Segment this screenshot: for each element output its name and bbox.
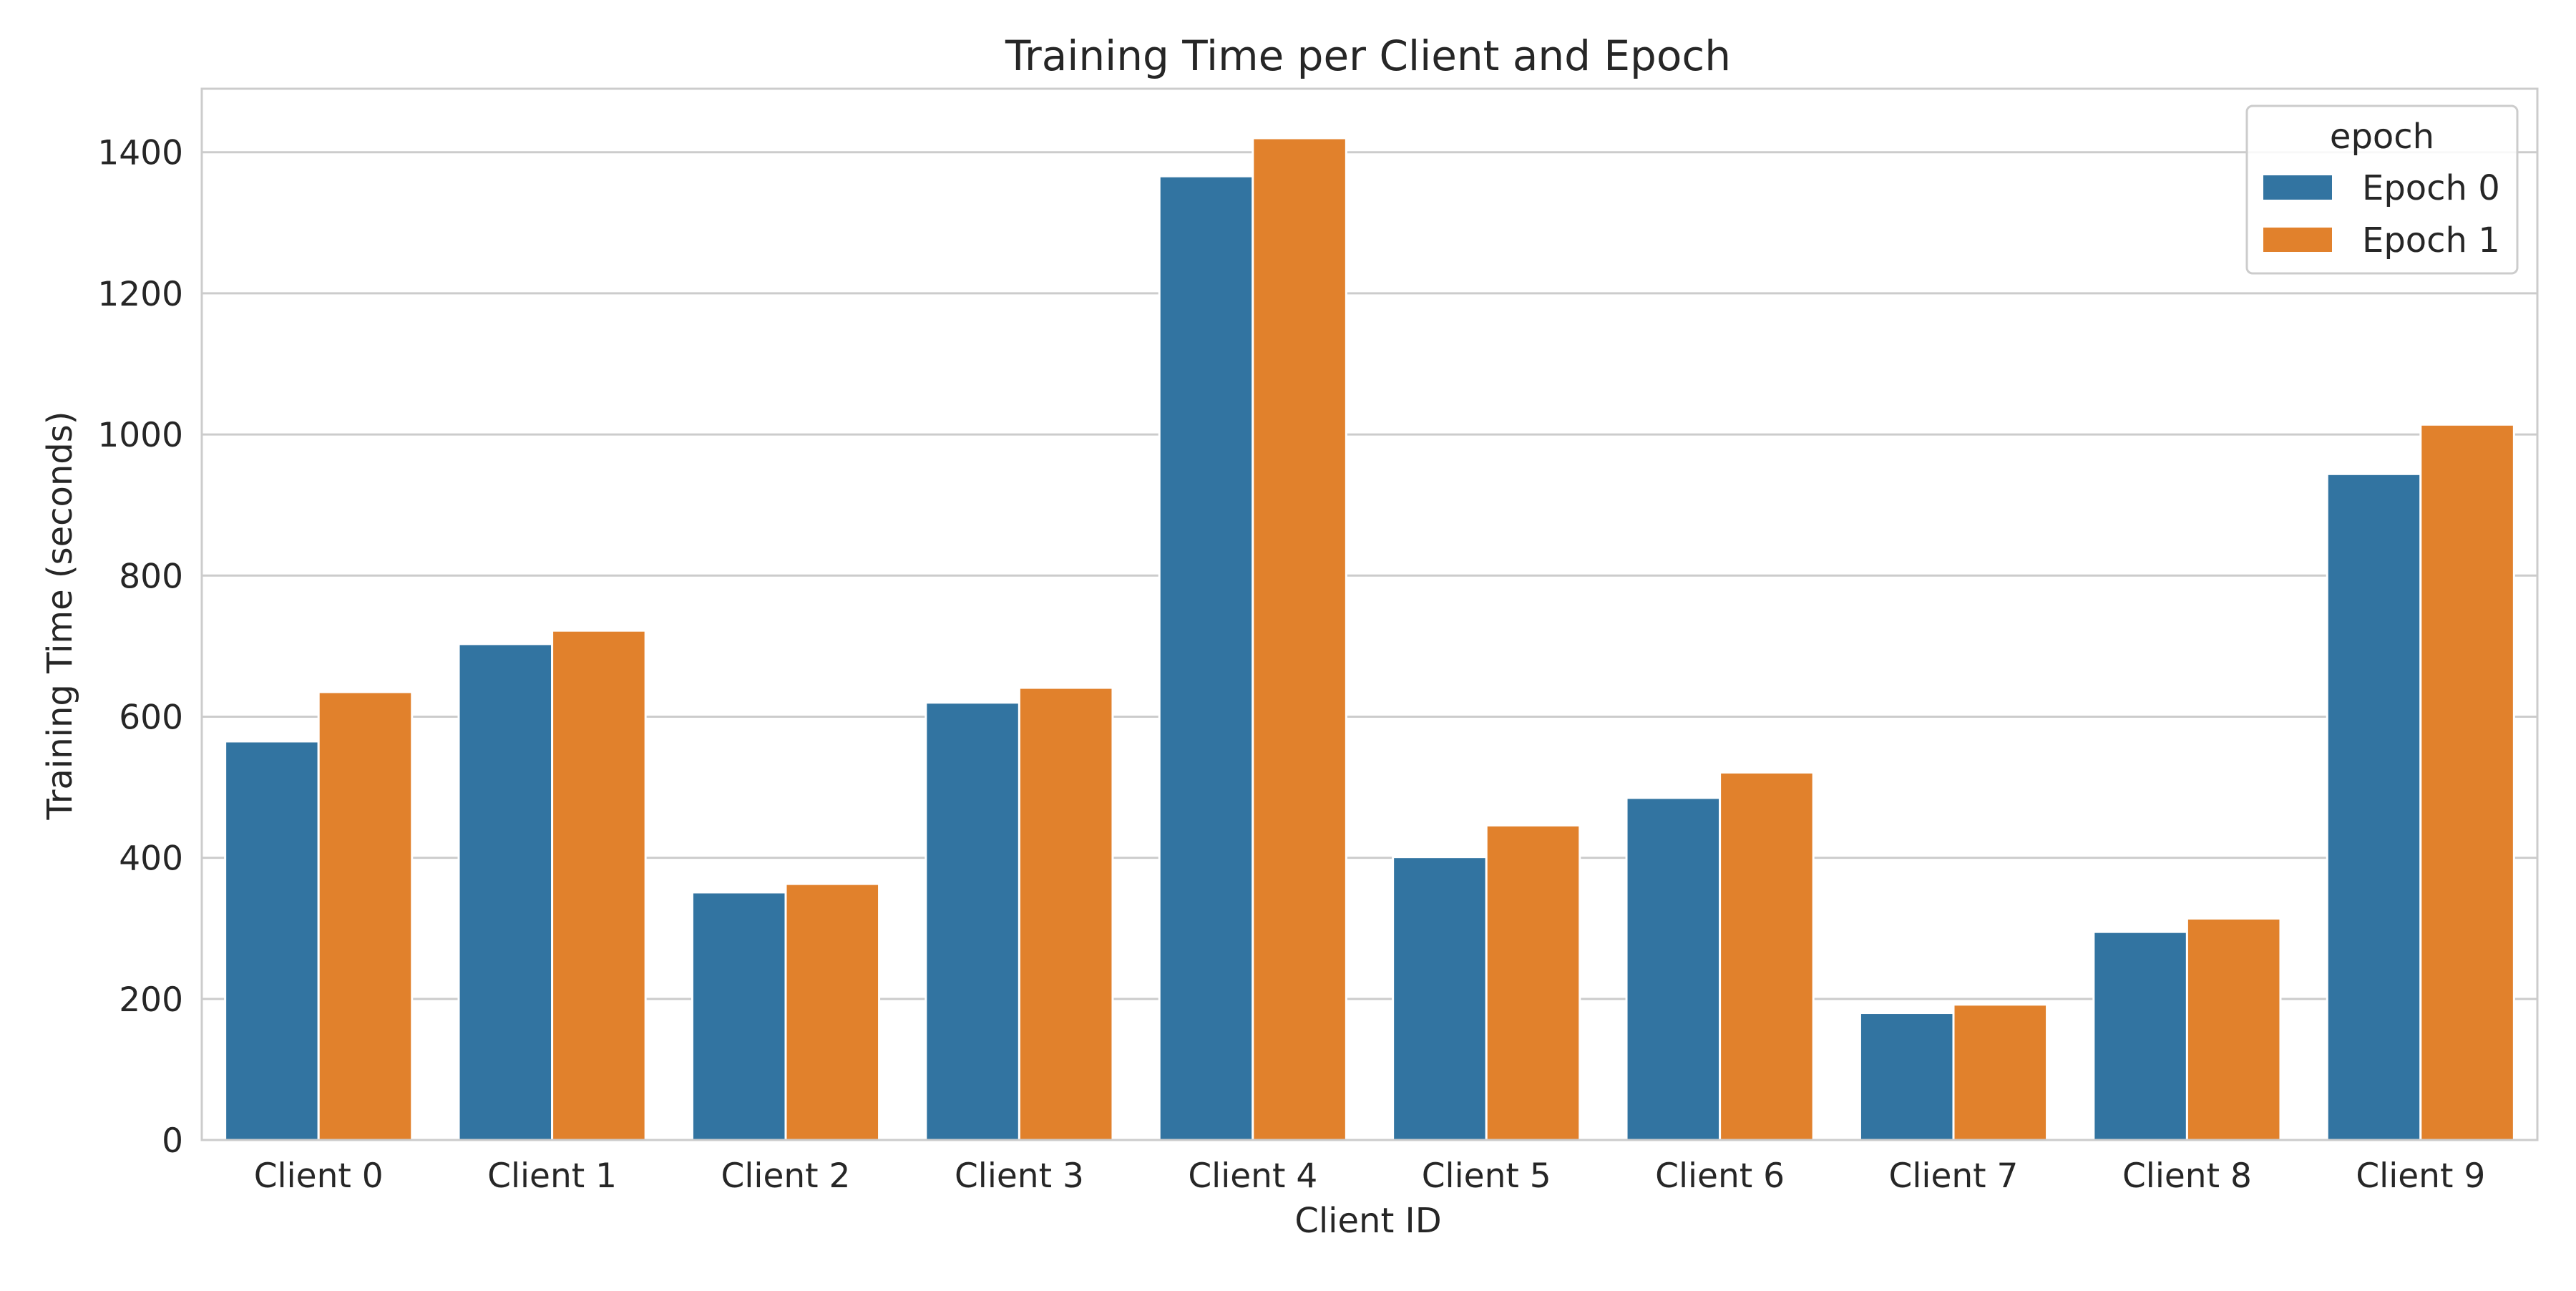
bar-client-6-epoch-0 [1625,796,1722,1141]
bar-client-9-epoch-1 [2419,423,2515,1141]
y-tick-label: 200 [119,980,183,1020]
bar-client-9-epoch-0 [2326,472,2422,1141]
bar-client-2-epoch-1 [784,882,881,1141]
y-tick-label: 0 [162,1121,183,1161]
y-tick-label: 1200 [97,275,183,314]
bar-client-4-epoch-0 [1158,175,1254,1141]
x-tick-label: Client 7 [1889,1156,2019,1196]
bar-client-8-epoch-1 [2185,917,2282,1141]
bar-client-0-epoch-0 [224,740,320,1141]
bar-client-5-epoch-0 [1392,856,1488,1141]
x-tick-label: Client 3 [955,1156,1084,1196]
bar-client-1-epoch-0 [457,643,554,1141]
y-tick-label: 800 [119,557,183,596]
y-tick-label: 1400 [97,134,183,173]
y-tick-labels: 0 200 400 600 800 1000 1200 1400 [97,134,183,1161]
bar-client-2-epoch-0 [691,891,787,1141]
bar-client-6-epoch-1 [1719,771,1815,1141]
chart-title: Training Time per Client and Epoch [1005,31,1731,80]
bar-client-3-epoch-0 [924,701,1020,1141]
y-tick-label: 1000 [97,416,183,455]
plot-frame [200,87,2539,1141]
bar-client-5-epoch-1 [1485,824,1581,1141]
bar-client-7-epoch-1 [1952,1003,2049,1141]
x-tick-label: Client 2 [721,1156,851,1196]
x-tick-labels: Client 0 Client 1 Client 2 Client 3 Client 4… [254,1156,2486,1196]
x-tick-label: Client 9 [2356,1156,2485,1196]
x-tick-label: Client 4 [1188,1156,1317,1196]
legend-label-epoch-0: Epoch 0 [2362,168,2500,208]
legend-swatch-epoch-1 [2263,228,2332,252]
x-axis-label: Client ID [1294,1201,1441,1241]
x-tick-label: Client 0 [254,1156,384,1196]
bar-client-4-epoch-1 [1252,137,1347,1141]
bar-client-7-epoch-0 [1858,1012,1955,1141]
bar-client-8-epoch-0 [2092,930,2188,1141]
legend: epoch Epoch 0 Epoch 1 [2245,104,2519,275]
x-tick-label: Client 5 [1422,1156,1551,1196]
legend-title: epoch [2330,117,2434,157]
x-tick-label: Client 6 [1655,1156,1785,1196]
bars [224,137,2515,1141]
bar-client-1-epoch-1 [551,629,647,1141]
y-axis-label: Training Time (seconds) [40,411,80,820]
legend-label-epoch-1: Epoch 1 [2362,220,2500,260]
bar-client-3-epoch-1 [1018,686,1114,1141]
x-tick-label: Client 8 [2122,1156,2252,1196]
bar-client-0-epoch-1 [317,691,414,1141]
y-tick-label: 400 [119,839,183,879]
x-tick-label: Client 1 [487,1156,617,1196]
legend-swatch-epoch-0 [2263,175,2332,200]
y-tick-label: 600 [119,698,183,737]
